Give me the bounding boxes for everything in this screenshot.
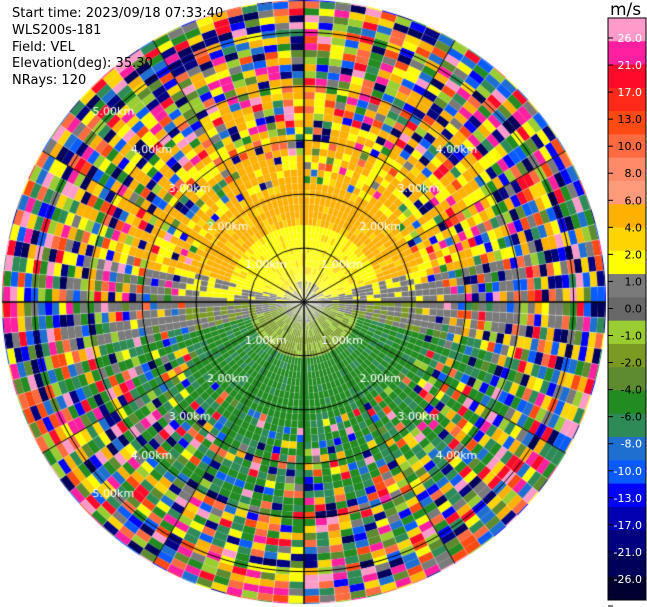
colorbar-tick-label: 0.0 xyxy=(625,302,643,315)
colorbar-swatch xyxy=(608,180,646,205)
colorbar-tick-label: 21.0 xyxy=(618,59,643,72)
colorbar-tick-label: -2.0 xyxy=(621,357,642,370)
colorbar-tick-label: 26.0 xyxy=(618,32,643,45)
instrument-label: WLS200s-181 xyxy=(12,23,102,38)
colorbar-tick-label: -21.0 xyxy=(614,546,642,559)
colorbar-tick-label: -26.0 xyxy=(614,573,642,586)
field-label: Field: VEL xyxy=(12,40,75,55)
colorbar-tick-label: -17.0 xyxy=(614,519,642,532)
colorbar-swatch xyxy=(608,437,646,461)
colorbar-tick-label: -30.0 xyxy=(614,600,642,607)
colorbar-tick-label: -4.0 xyxy=(621,384,642,397)
colorbar-swatch xyxy=(608,390,646,415)
colorbar-swatch xyxy=(608,367,646,391)
elevation-label: Elevation(deg): 35.30 xyxy=(12,56,153,71)
colorbar-tick-label: -6.0 xyxy=(621,411,642,424)
colorbar-tick-label: 10.0 xyxy=(618,140,643,153)
colorbar-tick-label: 8.0 xyxy=(625,167,643,180)
colorbar-swatch xyxy=(608,87,646,112)
colorbar-swatch xyxy=(608,64,646,89)
colorbar-tick-label: 13.0 xyxy=(618,113,643,126)
colorbar-tick-label: -13.0 xyxy=(614,492,642,505)
colorbar-swatch xyxy=(608,576,646,601)
start-time-label: Start time: 2023/09/18 07:33:40 xyxy=(12,6,224,21)
colorbar-swatch xyxy=(608,506,646,531)
colorbar-swatch xyxy=(608,41,646,66)
colorbar-tick-label: 1.0 xyxy=(625,275,643,288)
colorbar-swatch xyxy=(608,297,646,322)
colorbar-swatch xyxy=(608,553,646,578)
colorbar-tick-label: -1.0 xyxy=(621,330,642,343)
colorbar-swatch xyxy=(608,460,646,485)
colorbar-swatch xyxy=(608,343,646,368)
colorbar-tick-label: 4.0 xyxy=(625,221,643,234)
colorbar-tick-label: 6.0 xyxy=(625,194,643,207)
colorbar-swatch xyxy=(608,204,646,229)
colorbar-tick-label: -10.0 xyxy=(614,465,642,478)
colorbar-swatch xyxy=(608,134,646,159)
colorbar-swatch xyxy=(608,320,646,345)
colorbar-frame xyxy=(607,17,647,601)
colorbar-tick-label: 17.0 xyxy=(618,86,643,99)
colorbar-swatch xyxy=(608,18,646,42)
colorbar-swatch xyxy=(608,483,646,508)
colorbar-swatch xyxy=(608,157,646,182)
colorbar-swatch xyxy=(608,227,646,252)
colorbar-swatch xyxy=(608,250,646,275)
colorbar-unit-label: m/s xyxy=(610,0,642,20)
colorbar-swatch xyxy=(608,111,646,135)
colorbar-swatch xyxy=(608,530,646,554)
colorbar-tick-label: 2.0 xyxy=(625,248,643,261)
nrays-label: NRays: 120 xyxy=(12,73,87,88)
colorbar-tick-label: -8.0 xyxy=(621,438,642,451)
colorbar-swatch xyxy=(608,413,646,438)
colorbar-swatch xyxy=(608,274,646,298)
